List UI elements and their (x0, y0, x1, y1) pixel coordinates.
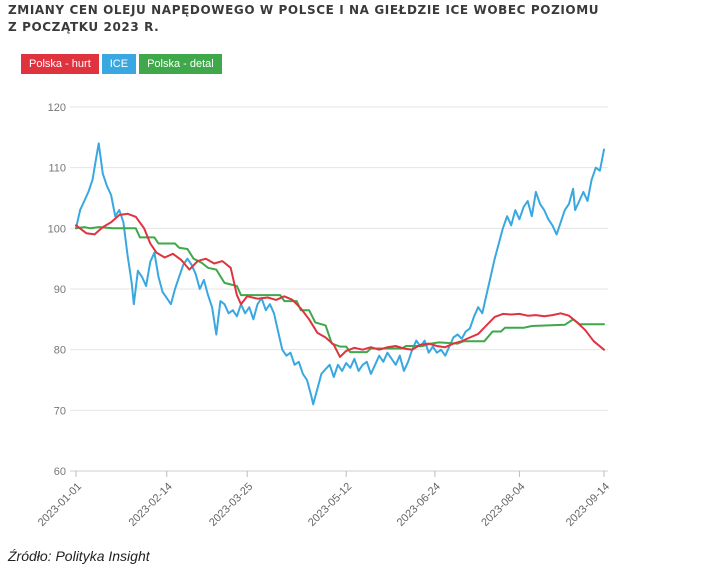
legend-item-polska-hurt[interactable]: Polska - hurt (21, 54, 99, 74)
series-line-polska-hurt (75, 212, 605, 358)
x-tick-label-2023-05-12: 2023-05-12 (306, 481, 354, 529)
chart-title-line-1: Zmiany cen oleju napędowego w Polsce i n… (8, 3, 600, 17)
series-line-ice (75, 142, 605, 406)
y-tick-label-60: 60 (54, 466, 66, 478)
y-tick-label-100: 100 (48, 223, 66, 235)
y-tick-label-80: 80 (54, 345, 66, 357)
x-tick-label-2023-06-24: 2023-06-24 (395, 481, 443, 529)
chart-legend: Polska - hurt ICE Polska - detal (21, 54, 222, 74)
chart-title-line-2: z początku 2023 r. (8, 20, 160, 34)
legend-item-ice[interactable]: ICE (101, 54, 137, 74)
x-tick-label-2023-08-04: 2023-08-04 (479, 481, 527, 529)
x-tick-label-2023-02-14: 2023-02-14 (127, 481, 175, 529)
y-tick-label-70: 70 (54, 405, 66, 417)
y-tick-label-90: 90 (54, 284, 66, 296)
source-note: Źródło: Polityka Insight (8, 548, 150, 564)
x-tick-label-2023-09-14: 2023-09-14 (564, 481, 612, 529)
y-tick-label-110: 110 (48, 163, 66, 175)
legend-item-polska-detal[interactable]: Polska - detal (139, 54, 222, 74)
series-line-polska-detal (75, 226, 605, 354)
x-tick-label-2023-03-25: 2023-03-25 (207, 481, 255, 529)
x-tick-label-2023-01-01: 2023-01-01 (36, 481, 84, 529)
chart-title: Zmiany cen oleju napędowego w Polsce i n… (8, 2, 648, 36)
y-tick-label-120: 120 (48, 102, 66, 114)
